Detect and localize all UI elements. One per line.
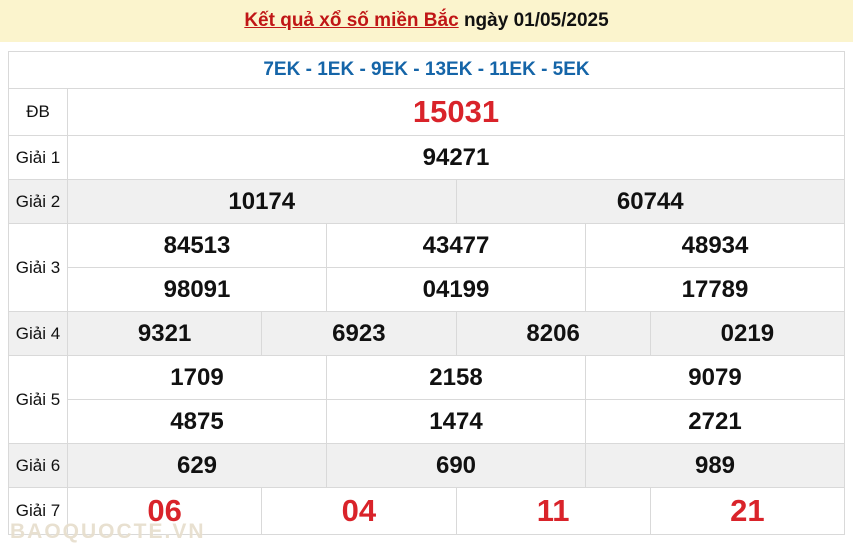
prize-number-cell: 10174	[228, 187, 296, 215]
prize-number-cell: 1474	[326, 400, 585, 443]
prize-row: Giải 5 1709 2158 9079 4875 1474 2721	[9, 356, 844, 444]
prize-subrow: 1709 2158 9079	[68, 356, 844, 400]
prize-subrow: 9321 6923 8206 0219	[68, 312, 844, 355]
prize-number-cell: 4875	[170, 407, 224, 435]
prize-groups: 629 690 989	[68, 444, 844, 487]
lottery-results-table: 7EK - 1EK - 9EK - 13EK - 11EK - 5EK ĐB 15…	[8, 51, 845, 535]
prize-number-cell: 98091	[163, 275, 231, 303]
prize-number-cell: 2721	[585, 400, 844, 443]
prize-number-cell: 94271	[422, 143, 490, 171]
prize-number-cell: 690	[326, 444, 585, 487]
prize-row: Giải 1 94271	[9, 136, 844, 180]
prize-row: ĐB 15031	[9, 89, 844, 136]
results-date: ngày 01/05/2025	[458, 10, 609, 31]
prize-groups: 84513 43477 48934 98091 04199 17789	[68, 224, 844, 311]
prize-subrow: 15031	[68, 89, 844, 135]
prize-number-cell: 1709	[170, 363, 224, 391]
prize-number-cell: 04	[261, 488, 455, 534]
prize-number-cell: 2158	[326, 356, 585, 399]
prize-number-cell: 9321	[137, 319, 192, 347]
prize-number-cell: 15031	[412, 94, 500, 129]
prize-subrow: 06 04 11 21	[68, 488, 844, 534]
prize-number-cell: 06	[147, 493, 182, 528]
prize-number-cell: 629	[176, 451, 218, 479]
ek-codes-row: 7EK - 1EK - 9EK - 13EK - 11EK - 5EK	[9, 52, 844, 89]
prize-row: Giải 6 629 690 989	[9, 444, 844, 488]
prize-label: Giải 7	[9, 488, 68, 534]
prize-subrow: 4875 1474 2721	[68, 400, 844, 443]
prize-number-cell: 48934	[585, 224, 844, 267]
prize-number-cell: 60744	[455, 180, 845, 223]
results-title-link[interactable]: Kết quả xổ số miền Bắc	[244, 10, 459, 31]
prize-number-cell: 04199	[326, 268, 585, 311]
prize-number-cell: 8206	[455, 312, 650, 355]
prize-subrow: 94271	[68, 136, 844, 179]
prize-number-cell: 0219	[649, 312, 844, 355]
prize-number-cell: 989	[585, 444, 844, 487]
prize-number-cell: 6923	[261, 312, 455, 355]
prize-label: ĐB	[9, 89, 68, 135]
prize-number-cell: 21	[649, 488, 844, 534]
prize-label: Giải 4	[9, 312, 68, 355]
prize-number-cell: 17789	[585, 268, 844, 311]
prize-rows-container: ĐB 15031 Giải 1 94271 Giải 2 10174 60744 Giải 3…	[9, 89, 844, 534]
prize-groups: 1709 2158 9079 4875 1474 2721	[68, 356, 844, 443]
prize-number-cell: 43477	[326, 224, 585, 267]
prize-row: Giải 4 9321 6923 8206 0219	[9, 312, 844, 356]
prize-number-cell: 84513	[163, 231, 231, 259]
prize-groups: 94271	[68, 136, 844, 179]
prize-row: Giải 3 84513 43477 48934 98091 04199 17789	[9, 224, 844, 312]
prize-row: Giải 7 06 04 11 21	[9, 488, 844, 534]
prize-label: Giải 1	[9, 136, 68, 179]
prize-subrow: 10174 60744	[68, 180, 844, 223]
prize-label: Giải 5	[9, 356, 68, 443]
prize-label: Giải 2	[9, 180, 68, 223]
prize-number-cell: 9079	[585, 356, 844, 399]
prize-label: Giải 3	[9, 224, 68, 311]
prize-groups: 06 04 11 21	[68, 488, 844, 534]
prize-groups: 10174 60744	[68, 180, 844, 223]
prize-groups: 15031	[68, 89, 844, 135]
prize-subrow: 629 690 989	[68, 444, 844, 487]
page-header: Kết quả xổ số miền Bắc ngày 01/05/2025	[0, 0, 853, 42]
prize-groups: 9321 6923 8206 0219	[68, 312, 844, 355]
prize-number-cell: 11	[455, 488, 650, 534]
prize-subrow: 84513 43477 48934	[68, 224, 844, 268]
prize-subrow: 98091 04199 17789	[68, 268, 844, 311]
prize-label: Giải 6	[9, 444, 68, 487]
prize-row: Giải 2 10174 60744	[9, 180, 844, 224]
